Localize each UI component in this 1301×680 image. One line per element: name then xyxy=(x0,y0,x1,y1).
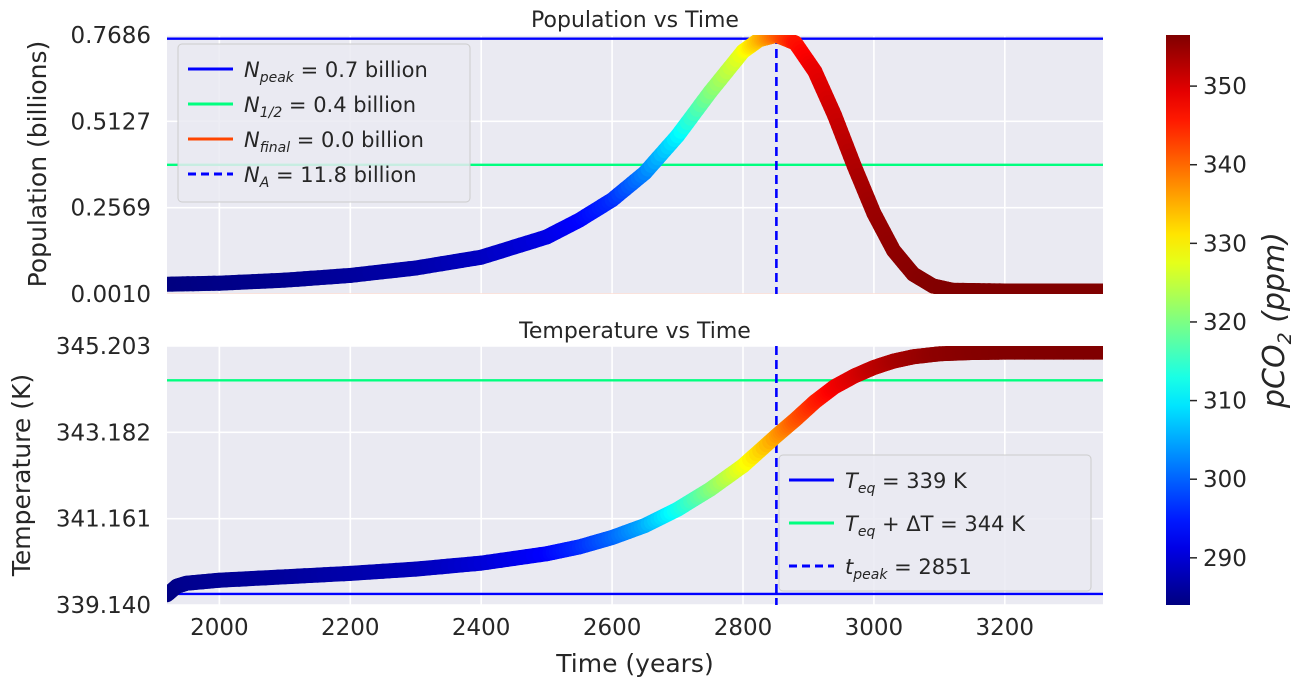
legend-subscript: 1/2 xyxy=(260,105,283,121)
temperature-xticks: 2000 2200 2400 2600 2800 3000 3200 xyxy=(190,615,1034,641)
ytick-label: 343.182 xyxy=(56,420,151,446)
legend-label: Teq + ΔT = 344 K xyxy=(845,512,1026,540)
temperature-curve xyxy=(167,346,1103,603)
colorbar-ticks: 290 300 310 320 330 340 350 xyxy=(1190,74,1247,572)
pco2-colorbar: 290 300 310 320 330 340 350 pCO2 (ppm) xyxy=(1166,35,1296,605)
legend-value: = 0.0 billion xyxy=(290,128,424,152)
temperature-grid xyxy=(167,345,1103,606)
legend-value: = 11.8 billion xyxy=(269,163,416,187)
colorbar-tick-label: 300 xyxy=(1203,467,1247,493)
legend-symbol: N xyxy=(244,93,260,117)
xtick-label: 2000 xyxy=(190,615,249,641)
temperature-yticks: 345.203 343.182 341.161 339.140 xyxy=(56,334,151,619)
legend-symbol: t xyxy=(845,555,854,579)
temperature-ylabel: Temperature (K) xyxy=(7,374,36,577)
legend-box xyxy=(778,454,1092,592)
ytick-label: 0.5127 xyxy=(71,109,151,135)
legend-value: = 339 K xyxy=(875,469,968,493)
legend-value: = 2851 xyxy=(887,555,971,579)
colorbar-gradient xyxy=(1166,35,1190,605)
colorbar-label-subscript: 2 xyxy=(1274,332,1296,344)
legend-label: NA = 11.8 billion xyxy=(244,163,417,191)
legend-symbol: N xyxy=(244,128,260,152)
legend-value: = 0.7 billion xyxy=(294,58,428,82)
legend-subscript: eq xyxy=(858,481,876,497)
ytick-label: 341.161 xyxy=(56,507,151,533)
legend-subscript: eq xyxy=(858,524,876,540)
temperature-panel: 345.203 343.182 341.161 339.140 2000 2200 240… xyxy=(7,319,1103,678)
legend-subscript: peak xyxy=(259,70,295,86)
xtick-label: 2200 xyxy=(321,615,380,641)
xtick-label: 2800 xyxy=(714,615,773,641)
temperature-title: Temperature vs Time xyxy=(518,319,751,344)
legend-value: + ΔT = 344 K xyxy=(875,512,1026,536)
legend-symbol: N xyxy=(244,163,260,187)
legend-label: Teq = 339 K xyxy=(845,469,968,497)
legend-box xyxy=(177,43,471,203)
population-ylabel: Population (billions) xyxy=(23,41,52,288)
colorbar-label: pCO2 (ppm) xyxy=(1257,232,1296,409)
ytick-label: 0.7686 xyxy=(71,23,151,49)
ytick-label: 345.203 xyxy=(56,334,151,360)
population-panel: 0.7686 0.5127 0.2569 0.0010 Population vs T… xyxy=(23,8,1103,308)
population-yticks: 0.7686 0.5127 0.2569 0.0010 xyxy=(71,23,151,308)
xtick-label: 2400 xyxy=(452,615,511,641)
colorbar-tick-label: 340 xyxy=(1203,153,1247,179)
colorbar-tick-label: 320 xyxy=(1203,310,1247,336)
ytick-label: 339.140 xyxy=(56,593,151,619)
legend-symbol: N xyxy=(244,58,260,82)
xtick-label: 2600 xyxy=(583,615,642,641)
xtick-label: 3000 xyxy=(845,615,904,641)
legend-subscript: final xyxy=(260,140,290,156)
colorbar-label-symbol: pCO xyxy=(1257,344,1292,409)
legend-value: = 0.4 billion xyxy=(282,93,416,117)
xtick-label: 3200 xyxy=(976,615,1035,641)
legend-symbol: T xyxy=(845,512,860,536)
colorbar-tick-label: 330 xyxy=(1203,231,1247,257)
legend-subscript: peak xyxy=(852,567,888,583)
legend-label: N1/2 = 0.4 billion xyxy=(244,93,416,121)
legend-label: Nfinal = 0.0 billion xyxy=(244,128,424,156)
legend-label: Npeak = 0.7 billion xyxy=(244,58,428,86)
colorbar-label-unit: (ppm) xyxy=(1257,232,1292,332)
legend-label: tpeak = 2851 xyxy=(845,555,972,583)
ytick-label: 0.2569 xyxy=(71,196,151,222)
time-xlabel: Time (years) xyxy=(555,649,713,678)
colorbar-tick-label: 290 xyxy=(1203,546,1247,572)
colorbar-tick-label: 350 xyxy=(1203,74,1247,100)
population-curve xyxy=(167,35,1103,294)
population-title: Population vs Time xyxy=(531,8,739,33)
legend-subscript: A xyxy=(259,175,270,191)
ytick-label: 0.0010 xyxy=(71,282,151,308)
temperature-lines xyxy=(167,346,1103,605)
legend-symbol: T xyxy=(845,469,860,493)
colorbar-tick-label: 310 xyxy=(1203,389,1247,415)
